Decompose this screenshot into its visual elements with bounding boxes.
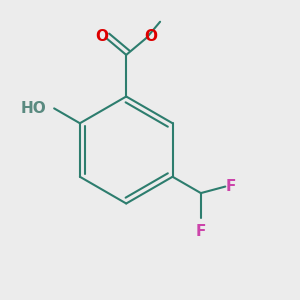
Text: O: O xyxy=(95,29,108,44)
Text: F: F xyxy=(225,179,236,194)
Text: HO: HO xyxy=(21,101,47,116)
Text: F: F xyxy=(196,224,206,239)
Text: O: O xyxy=(145,29,158,44)
